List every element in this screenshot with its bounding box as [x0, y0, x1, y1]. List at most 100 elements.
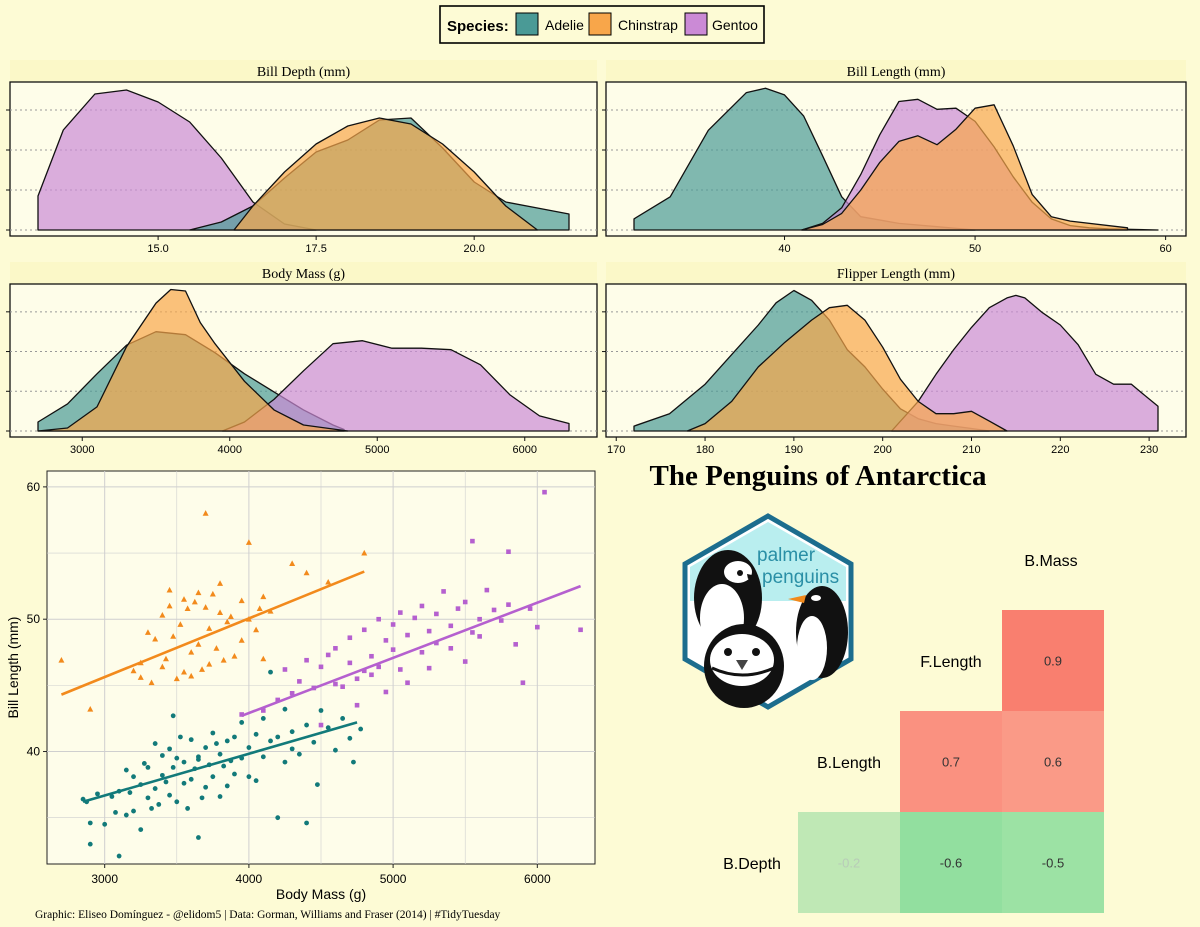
scatter-plot: 3000 4000 5000 6000 40 50 60 Body Mass (g) Bill …	[5, 470, 596, 902]
x-tick-label: 4000	[236, 872, 263, 886]
penguin-chinstrap-icon	[704, 624, 784, 708]
point-gentoo	[412, 615, 418, 621]
point-gentoo	[333, 646, 338, 651]
point-adelie	[268, 738, 273, 744]
point-adelie	[113, 809, 118, 815]
point-chinstrap	[159, 663, 166, 670]
point-chinstrap	[87, 705, 94, 712]
correlation-heatmap: -0.2 -0.6 -0.5 0.7 0.6 0.9 B.Depth B.Length F.Le…	[723, 553, 1104, 913]
logo-line2: penguins	[762, 567, 839, 588]
point-chinstrap	[181, 596, 187, 602]
x-tick-label: 4000	[218, 444, 242, 456]
point-gentoo	[434, 611, 439, 617]
point-adelie	[181, 759, 187, 765]
point-gentoo	[405, 680, 410, 686]
heatmap-cell	[798, 812, 900, 913]
point-adelie	[109, 794, 115, 799]
point-adelie	[347, 735, 353, 741]
point-adelie	[260, 716, 266, 721]
point-adelie	[159, 753, 165, 758]
heatmap-label-f-length: F.Length	[920, 654, 981, 671]
x-tick-label: 60	[1159, 243, 1171, 255]
point-gentoo	[448, 623, 454, 629]
density-chinstrap	[686, 304, 1008, 432]
point-adelie	[260, 754, 266, 760]
point-gentoo	[477, 616, 482, 622]
point-adelie	[221, 763, 227, 769]
legend-swatch-chinstrap	[588, 12, 612, 36]
caption: Graphic: Eliseo Domínguez - @elidom5 | D…	[35, 909, 501, 921]
point-adelie	[145, 765, 151, 770]
point-adelie	[210, 774, 216, 780]
point-adelie	[181, 780, 187, 786]
point-adelie	[304, 820, 309, 826]
density-chinstrap	[801, 104, 1129, 231]
point-adelie	[232, 734, 237, 740]
point-gentoo	[304, 657, 309, 663]
density-chinstrap	[37, 288, 349, 432]
legend-swatch-adelie	[515, 12, 539, 36]
heatmap-value: -0.6	[940, 856, 962, 871]
point-gentoo	[340, 684, 345, 689]
point-chinstrap	[260, 655, 267, 662]
point-adelie	[289, 729, 295, 735]
density-bill-depth: Bill Depth (mm) 15.0 17.5 20.0	[6, 60, 598, 255]
point-adelie	[123, 767, 129, 773]
point-chinstrap	[217, 609, 224, 615]
x-tick-label: 170	[607, 444, 625, 456]
facet-title: Body Mass (g)	[262, 267, 346, 282]
point-gentoo	[318, 722, 324, 728]
point-chinstrap	[173, 675, 180, 682]
point-chinstrap	[148, 679, 155, 686]
y-axis-label: Bill Length (mm)	[5, 617, 21, 719]
facet-title: Bill Length (mm)	[847, 65, 946, 80]
point-adelie	[217, 794, 223, 799]
point-gentoo	[383, 689, 389, 695]
point-gentoo	[426, 665, 432, 671]
density-bill-length: Bill Length (mm) 40 50 60	[602, 60, 1187, 255]
x-tick-label: 17.5	[305, 243, 326, 255]
point-chinstrap	[184, 605, 191, 612]
y-tick-label: 40	[27, 745, 41, 759]
heatmap-value: 0.6	[1044, 755, 1062, 770]
point-adelie	[174, 755, 180, 761]
point-adelie	[282, 759, 288, 765]
legend-box	[439, 5, 765, 44]
x-tick-label: 3000	[70, 444, 94, 456]
point-gentoo	[398, 667, 403, 672]
point-chinstrap	[220, 657, 227, 663]
heatmap-value: -0.2	[838, 856, 860, 871]
point-adelie	[289, 746, 295, 752]
point-adelie	[253, 778, 259, 784]
point-gentoo	[477, 634, 482, 639]
point-gentoo	[318, 664, 324, 670]
point-adelie	[203, 745, 209, 750]
density-body-mass: Body Mass (g) 3000 4000 5000 6000	[6, 262, 598, 456]
point-adelie	[170, 765, 176, 770]
point-adelie	[188, 776, 194, 782]
point-gentoo	[455, 606, 461, 611]
x-tick-label: 5000	[380, 872, 407, 886]
point-adelie	[318, 708, 324, 713]
point-adelie	[325, 725, 331, 731]
point-adelie	[185, 806, 191, 811]
point-adelie	[214, 741, 219, 746]
point-adelie	[152, 741, 158, 746]
point-gentoo	[369, 672, 374, 678]
point-chinstrap	[217, 580, 224, 586]
point-adelie	[156, 802, 162, 807]
heatmap-value: 0.9	[1044, 654, 1062, 669]
point-chinstrap	[231, 653, 238, 659]
x-tick-label: 15.0	[147, 243, 168, 255]
point-adelie	[87, 820, 93, 826]
point-adelie	[314, 782, 320, 788]
legend-label-adelie: Adelie	[545, 17, 584, 33]
point-gentoo	[261, 708, 266, 713]
point-adelie	[127, 790, 133, 795]
point-adelie	[203, 784, 209, 790]
heatmap-cell	[1002, 812, 1104, 913]
x-tick-label: 230	[1140, 444, 1158, 456]
heatmap-value: 0.7	[942, 755, 960, 770]
point-adelie	[351, 759, 356, 765]
